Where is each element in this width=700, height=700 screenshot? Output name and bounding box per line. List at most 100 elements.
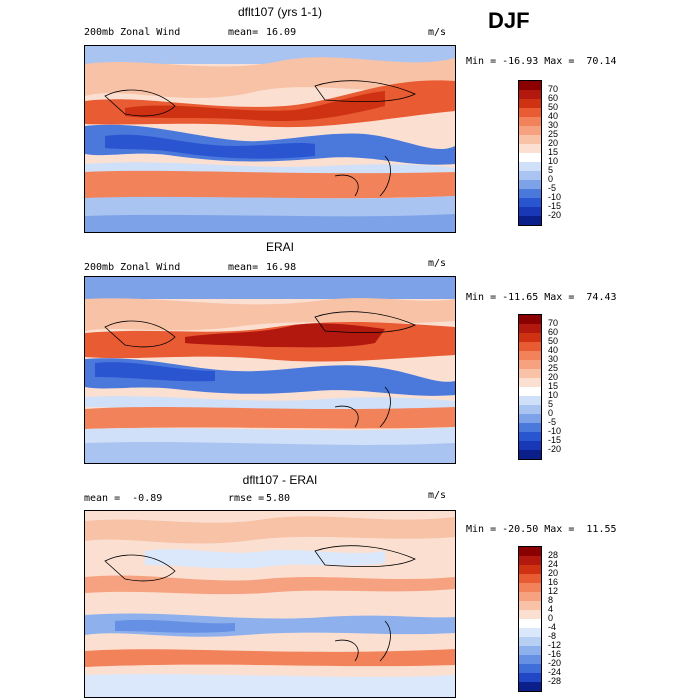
rmse-value: 5.80 (266, 493, 291, 504)
units-label: m/s (428, 490, 447, 501)
colorbar-tick-label: 25 (548, 363, 559, 373)
colorbar-swatch (519, 333, 541, 342)
min-max-label: Min = -16.93 Max = 70.14 (466, 56, 617, 67)
colorbar-swatch (519, 324, 541, 333)
zonal-wind-map (84, 45, 456, 233)
colorbar-swatch (519, 162, 541, 171)
colorbar-swatch (519, 342, 541, 351)
colorbar-tick-label: 16 (548, 577, 559, 587)
colorbar-swatch (519, 153, 541, 162)
colorbar-swatch (519, 360, 541, 369)
mean-value: 16.98 (266, 262, 297, 273)
colorbar-swatch (519, 369, 541, 378)
panel-title: ERAI (265, 240, 294, 254)
colorbar-swatch (519, 315, 541, 324)
colorbar-tick-label: 20 (548, 138, 559, 148)
colorbar-swatch (519, 664, 541, 673)
colorbar-swatch (519, 108, 541, 117)
colorbar-swatch (519, 351, 541, 360)
colorbar-swatch (519, 450, 541, 459)
colorbar-swatch (519, 90, 541, 99)
colorbar-tick-label: -15 (548, 435, 562, 445)
field-label: 200mb Zonal Wind (84, 27, 181, 38)
colorbar-tick-label: 5 (548, 165, 554, 175)
colorbar-tick-label: 40 (548, 111, 559, 121)
colorbar (518, 80, 542, 226)
colorbar-tick-label: -5 (548, 183, 557, 193)
colorbar-swatch (519, 216, 541, 225)
colorbar-swatch (519, 144, 541, 153)
colorbar-swatch (519, 117, 541, 126)
colorbar-tick-label: 15 (548, 147, 559, 157)
colorbar-swatch (519, 396, 541, 405)
colorbar-swatch (519, 673, 541, 682)
colorbar (518, 546, 542, 692)
difference-map (84, 510, 456, 698)
colorbar-tick-label: 5 (548, 399, 554, 409)
mean-label: mean= (228, 262, 259, 273)
colorbar-tick-label: 50 (548, 336, 559, 346)
colorbar-tick-label: 4 (548, 604, 554, 614)
colorbar-swatch (519, 574, 541, 583)
colorbar-tick-label: 0 (548, 174, 554, 184)
mean-label: mean= (228, 27, 259, 38)
colorbar-swatch (519, 610, 541, 619)
colorbar-tick-label: 0 (548, 408, 554, 418)
colorbar-swatch (519, 637, 541, 646)
colorbar-swatch (519, 583, 541, 592)
colorbar-swatch (519, 126, 541, 135)
units-label: m/s (428, 27, 447, 38)
mean-value: 16.09 (266, 27, 297, 38)
colorbar-tick-label: 24 (548, 559, 559, 569)
colorbar-tick-label: 30 (548, 120, 559, 130)
colorbar-swatch (519, 207, 541, 216)
colorbar-tick-label: -24 (548, 667, 562, 677)
colorbar-tick-label: 70 (548, 318, 559, 328)
colorbar-tick-label: -20 (548, 210, 562, 220)
colorbar-tick-label: -20 (548, 658, 562, 668)
colorbar-swatch (519, 432, 541, 441)
colorbar-swatch (519, 565, 541, 574)
colorbar-tick-label: 60 (548, 93, 559, 103)
panel-title: dflt107 - ERAI (242, 473, 318, 487)
colorbar-swatch (519, 423, 541, 432)
colorbar-tick-label: -10 (548, 192, 562, 202)
colorbar-swatch (519, 198, 541, 207)
colorbar-tick-label: 25 (548, 129, 559, 139)
colorbar-tick-label: 30 (548, 354, 559, 364)
colorbar-swatch (519, 619, 541, 628)
mean-label: mean = -0.89 (84, 493, 163, 504)
colorbar-swatch (519, 180, 541, 189)
colorbar-swatch (519, 99, 541, 108)
colorbar-swatch (519, 387, 541, 396)
colorbar-swatch (519, 628, 541, 637)
colorbar-tick-label: 10 (548, 156, 559, 166)
colorbar-tick-label: 15 (548, 381, 559, 391)
colorbar-tick-label: 0 (548, 613, 554, 623)
colorbar-tick-label: 50 (548, 102, 559, 112)
colorbar-tick-label: -16 (548, 649, 562, 659)
colorbar-swatch (519, 135, 541, 144)
colorbar-tick-label: 60 (548, 327, 559, 337)
colorbar-tick-label: -5 (548, 417, 557, 427)
colorbar-tick-label: 10 (548, 390, 559, 400)
colorbar-tick-label: 40 (548, 345, 559, 355)
min-max-label: Min = -20.50 Max = 11.55 (466, 524, 617, 535)
colorbar-swatch (519, 405, 541, 414)
colorbar-tick-label: -10 (548, 426, 562, 436)
colorbar-swatch (519, 189, 541, 198)
colorbar-tick-label: 28 (548, 550, 559, 560)
season-label: DJF (488, 8, 530, 33)
panel-title: dflt107 (yrs 1-1) (237, 5, 323, 19)
zonal-wind-map (84, 276, 456, 464)
colorbar-swatch (519, 81, 541, 90)
colorbar-swatch (519, 171, 541, 180)
colorbar-swatch (519, 547, 541, 556)
colorbar-tick-label: -20 (548, 444, 562, 454)
min-max-label: Min = -11.65 Max = 74.43 (466, 292, 617, 303)
colorbar-tick-label: -8 (548, 631, 557, 641)
colorbar-tick-label: 20 (548, 568, 559, 578)
colorbar-swatch (519, 601, 541, 610)
colorbar-tick-label: 20 (548, 372, 559, 382)
colorbar-swatch (519, 414, 541, 423)
